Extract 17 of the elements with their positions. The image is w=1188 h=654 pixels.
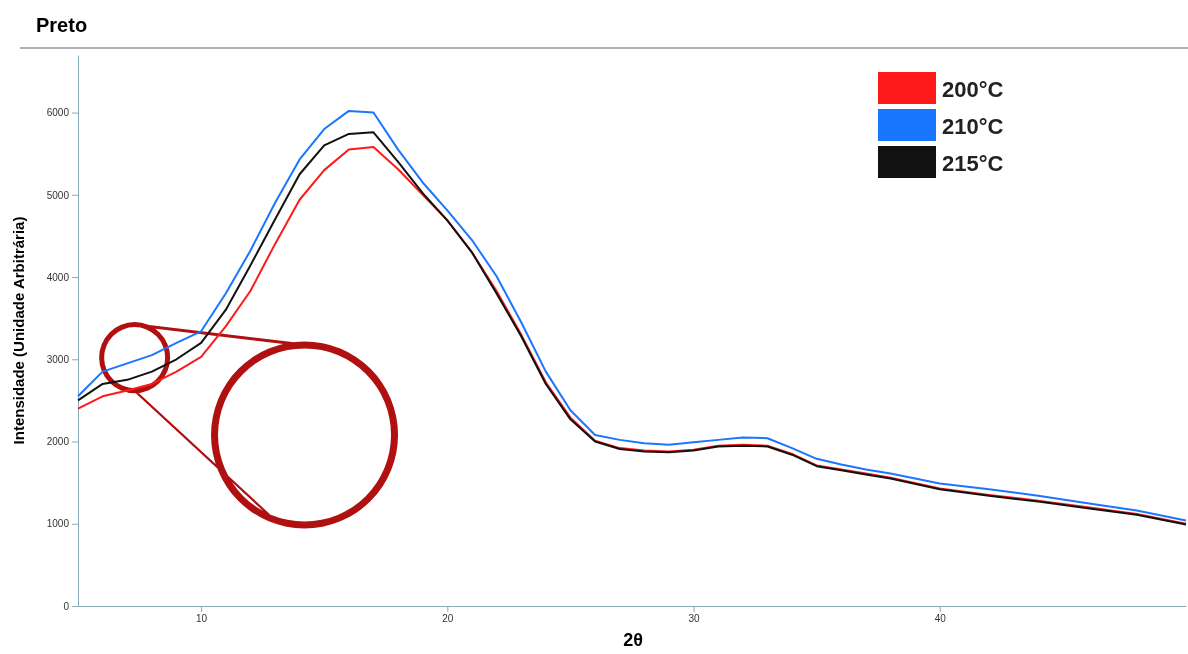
legend-label: 210°C	[942, 114, 1004, 139]
y-tick-label: 3000	[46, 353, 70, 365]
chart-title: Preto	[36, 14, 88, 36]
legend-label: 200°C	[942, 77, 1004, 102]
x-tick-label: 40	[934, 613, 947, 625]
x-tick-label: 20	[442, 613, 454, 625]
x-tick-label: 10	[196, 613, 208, 625]
y-tick-label: 5000	[46, 189, 70, 201]
y-tick-label: 2000	[46, 436, 70, 448]
x-axis-title: 2θ	[623, 630, 643, 650]
x-tick-label: 30	[688, 613, 701, 625]
y-tick-label: 6000	[46, 107, 70, 119]
y-tick-label: 0	[63, 600, 70, 612]
y-axis-title: Intensidade (Unidade Arbitrária)	[10, 216, 27, 445]
legend-label: 215°C	[942, 151, 1004, 176]
y-tick-label: 1000	[46, 518, 70, 530]
y-tick-label: 4000	[46, 271, 70, 283]
